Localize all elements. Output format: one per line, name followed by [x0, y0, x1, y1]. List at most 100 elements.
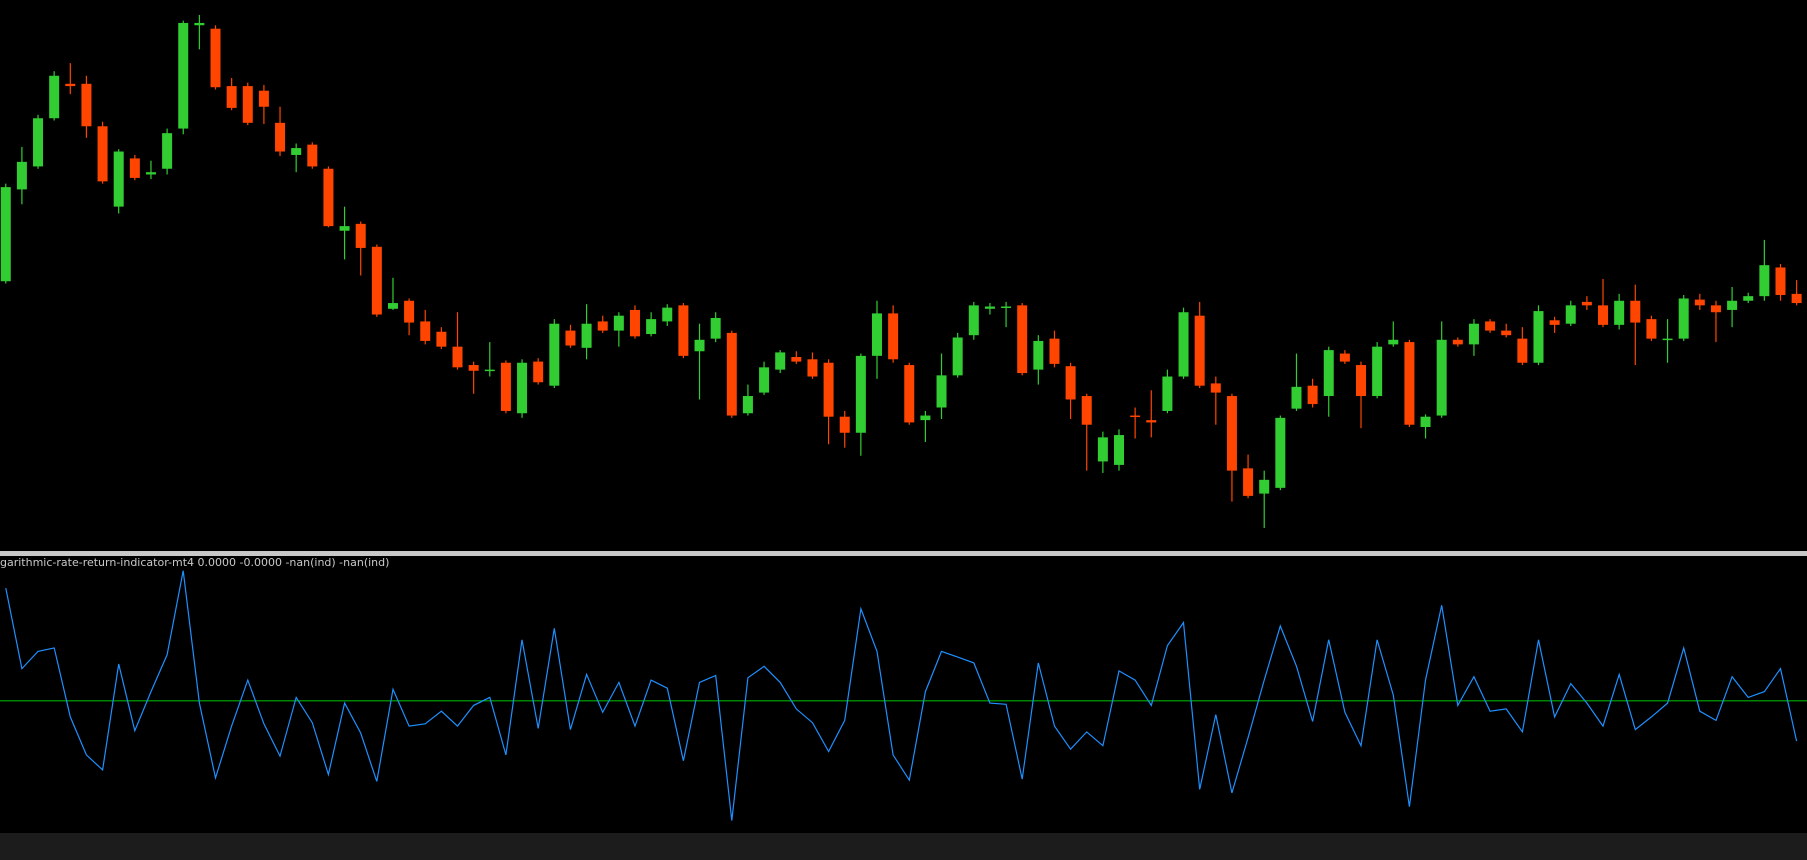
candle-body: [1114, 435, 1125, 465]
panel-separator: [0, 551, 1807, 556]
candle-body: [1791, 293, 1802, 304]
candle-body: [1533, 311, 1544, 363]
candle-body: [1065, 366, 1076, 400]
candle-body: [1468, 323, 1479, 345]
candle-body: [258, 90, 269, 107]
candle-body: [823, 362, 834, 417]
candle-body: [678, 305, 689, 356]
candle-body: [355, 223, 366, 248]
candle-body: [1452, 339, 1463, 345]
candle-body: [129, 158, 140, 178]
candle-body: [613, 315, 624, 331]
candle-body: [436, 331, 447, 347]
candle-body: [1646, 319, 1657, 339]
candle-body: [1501, 330, 1512, 336]
candle-body: [1404, 342, 1415, 425]
candle-body: [855, 355, 866, 433]
candle-body: [533, 361, 544, 383]
candle-body: [49, 75, 60, 119]
candle-body: [1485, 321, 1496, 331]
candle-body: [113, 151, 124, 207]
candle-body: [904, 365, 915, 423]
candle-body: [1194, 315, 1205, 386]
candle-body: [1081, 396, 1092, 425]
candle-body: [565, 330, 576, 346]
candle-body: [1727, 300, 1738, 310]
candle-body: [807, 359, 818, 377]
candle-body: [662, 307, 673, 322]
candle-body: [387, 303, 398, 309]
candle-body: [145, 172, 156, 175]
candle-body: [404, 300, 415, 323]
candle-body: [1162, 376, 1173, 411]
candle-body: [1130, 415, 1141, 418]
candle-body: [1710, 305, 1721, 313]
candle-body: [1630, 300, 1641, 323]
candle-body: [1275, 417, 1286, 488]
candle-body: [339, 226, 350, 231]
candle-body: [1694, 299, 1705, 306]
candle-body: [242, 86, 253, 123]
candle-body: [694, 339, 705, 352]
candle-body: [968, 305, 979, 336]
candle-body: [1210, 383, 1221, 393]
candle-body: [742, 396, 753, 414]
candle-body: [1097, 437, 1108, 462]
candle-body: [629, 309, 640, 337]
candle-body: [275, 122, 286, 152]
candle-body: [1614, 300, 1625, 325]
candle-body: [1420, 416, 1431, 428]
candle-body: [1436, 339, 1447, 416]
candle-body: [759, 367, 770, 393]
candle-body: [194, 22, 205, 26]
candle-body: [307, 144, 318, 167]
candle-body: [178, 22, 189, 129]
candle-body: [484, 369, 495, 372]
candle-body: [1581, 301, 1592, 306]
candle-body: [517, 362, 528, 414]
candle-body: [1146, 420, 1157, 423]
candle-body: [452, 346, 463, 368]
candle-body: [1339, 353, 1350, 362]
candle-body: [1598, 305, 1609, 325]
candle-body: [791, 357, 802, 362]
candle-body: [1662, 338, 1673, 341]
candle-body: [97, 126, 108, 182]
candle-body: [291, 148, 302, 155]
candle-body: [1291, 386, 1302, 409]
candle-body: [1323, 350, 1334, 397]
candle-body: [839, 416, 850, 433]
candle-body: [1226, 396, 1237, 471]
candle-body: [0, 187, 11, 282]
candle-body: [1678, 298, 1689, 339]
candle-body: [920, 415, 931, 421]
candle-body: [1307, 385, 1318, 405]
candle-body: [1565, 305, 1576, 324]
candle-body: [1388, 339, 1399, 345]
candle-body: [33, 118, 44, 167]
candle-body: [1178, 312, 1189, 377]
candle-body: [952, 337, 963, 376]
candle-body: [888, 313, 899, 360]
candle-body: [597, 321, 608, 331]
indicator-label: garithmic-rate-return-indicator-mt4 0.00…: [0, 556, 389, 569]
candle-body: [1033, 340, 1044, 370]
candle-body: [16, 161, 27, 190]
candle-body: [871, 313, 882, 356]
candle-body: [162, 133, 173, 169]
candle-body: [371, 246, 382, 315]
candle-body: [726, 332, 737, 416]
candle-body: [549, 323, 560, 386]
candle-body: [1517, 338, 1528, 363]
candle-body: [984, 306, 995, 309]
candle-body: [1259, 479, 1270, 494]
candle-body: [65, 83, 76, 87]
candle-body: [1743, 296, 1754, 301]
candle-body: [1243, 468, 1254, 496]
candle-body: [710, 317, 721, 339]
candle-body: [936, 375, 947, 408]
status-bar: [0, 833, 1807, 860]
indicator-line: [5, 570, 1798, 821]
